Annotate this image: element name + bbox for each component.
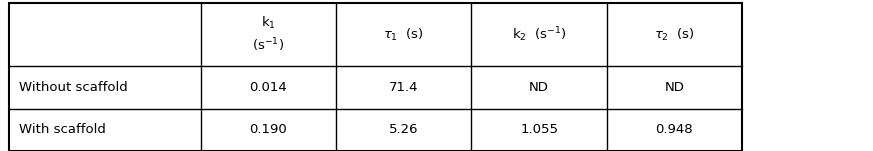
Text: 1.055: 1.055 <box>520 123 558 136</box>
Text: ND: ND <box>664 81 684 94</box>
Text: 71.4: 71.4 <box>389 81 418 94</box>
Text: k$_2$  (s$^{-1}$): k$_2$ (s$^{-1}$) <box>512 25 567 44</box>
Text: Without scaffold: Without scaffold <box>19 81 128 94</box>
Text: $\tau_2$  (s): $\tau_2$ (s) <box>654 27 695 43</box>
Text: 0.014: 0.014 <box>250 81 287 94</box>
Bar <box>9 3 742 151</box>
Text: k$_1$
(s$^{-1}$): k$_1$ (s$^{-1}$) <box>252 15 285 54</box>
Text: 5.26: 5.26 <box>389 123 418 136</box>
Text: 0.948: 0.948 <box>656 123 693 136</box>
Text: 0.190: 0.190 <box>250 123 287 136</box>
Text: $\tau_1$  (s): $\tau_1$ (s) <box>383 27 424 43</box>
Text: ND: ND <box>529 81 549 94</box>
Text: With scaffold: With scaffold <box>19 123 107 136</box>
